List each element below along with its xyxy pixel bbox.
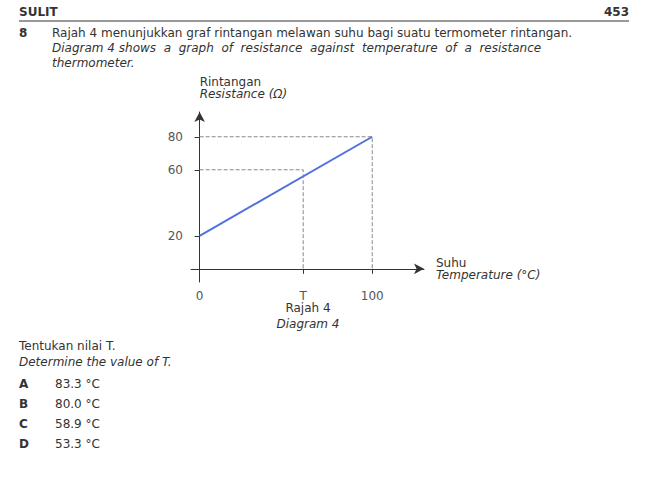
svg-text:83.3 °C: 83.3 °C xyxy=(55,377,100,391)
svg-text:Diagram 4 shows a graph of: Diagram 4 shows a graph of resistance ag… xyxy=(52,41,541,55)
svg-text:A: A xyxy=(19,377,29,391)
svg-text:SULIT: SULIT xyxy=(19,5,58,19)
svg-text:453: 453 xyxy=(604,5,629,19)
svg-text:0: 0 xyxy=(196,289,204,303)
svg-text:Rintangan: Rintangan xyxy=(199,75,262,89)
svg-text:C: C xyxy=(19,417,28,431)
svg-text:100: 100 xyxy=(361,289,384,303)
svg-text:D: D xyxy=(19,437,29,451)
svg-text:60: 60 xyxy=(168,163,183,177)
svg-text:Suhu: Suhu xyxy=(436,255,467,270)
svg-text:B: B xyxy=(19,397,28,411)
svg-text:Resistance (Ω): Resistance (Ω) xyxy=(200,87,288,101)
svg-text:Tentukan nilai T.: Tentukan nilai T. xyxy=(18,339,116,353)
svg-text:thermometer.: thermometer. xyxy=(52,56,134,70)
svg-text:Diagram 4: Diagram 4 xyxy=(277,317,340,331)
svg-text:Rajah 4: Rajah 4 xyxy=(285,301,330,315)
svg-text:8: 8 xyxy=(19,26,27,40)
svg-text:58.9 °C: 58.9 °C xyxy=(55,417,100,431)
svg-text:20: 20 xyxy=(168,229,183,243)
svg-text:Rajah 4 menunjukkan graf rinta: Rajah 4 menunjukkan graf rintangan melaw… xyxy=(52,26,572,40)
svg-text:T: T xyxy=(299,289,308,303)
svg-text:80: 80 xyxy=(168,130,183,144)
svg-text:Determine the value of T.: Determine the value of T. xyxy=(19,355,172,369)
svg-text:80.0 °C: 80.0 °C xyxy=(55,397,100,411)
svg-text:53.3 °C: 53.3 °C xyxy=(55,437,100,451)
svg-text:Temperature (°C): Temperature (°C) xyxy=(436,268,540,282)
